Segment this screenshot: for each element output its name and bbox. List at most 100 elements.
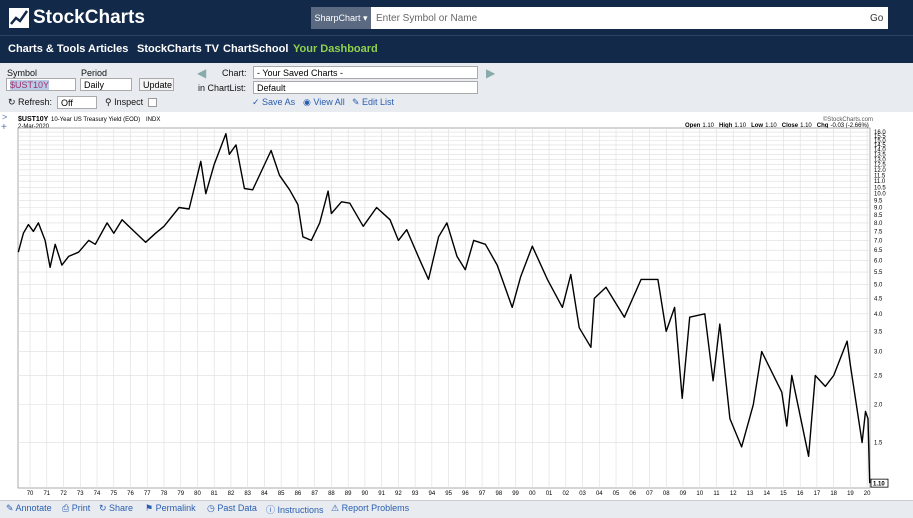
inspect-label: ⚲ Inspect — [105, 97, 144, 107]
footer-link[interactable]: ✎ Annotate — [6, 503, 52, 513]
y-tick-label: 9.5 — [874, 198, 883, 204]
search-placeholder: Enter Symbol or Name — [376, 13, 478, 24]
stat-label: Open — [685, 123, 701, 129]
x-tick-label: 02 — [562, 491, 569, 497]
prev-arrow[interactable]: ◀ — [197, 66, 207, 80]
logo[interactable]: StockCharts — [33, 7, 145, 28]
y-tick-label: 4.0 — [874, 312, 883, 318]
x-tick-label: 01 — [546, 491, 553, 497]
header: StockCharts SharpChart ▾ Enter Symbol or… — [0, 0, 913, 35]
nav-link[interactable]: StockCharts TV — [137, 43, 219, 55]
plot-frame — [17, 127, 871, 489]
x-tick-label: 90 — [362, 491, 369, 497]
add-icon[interactable]: + — [1, 122, 7, 133]
y-tick-label: 9.0 — [874, 205, 883, 211]
x-tick-label: 77 — [144, 491, 151, 497]
search-input[interactable]: Enter Symbol or Name Go — [371, 7, 888, 29]
footer — [0, 500, 913, 518]
inspect-text: Inspect — [114, 97, 144, 107]
stat-value: 1.10 — [765, 123, 777, 129]
update-label: Update — [143, 80, 173, 90]
logo-icon — [9, 8, 29, 28]
footer-link[interactable]: ⚑ Permalink — [145, 503, 196, 513]
x-tick-label: 98 — [495, 491, 502, 497]
y-tick-label: 4.5 — [874, 296, 883, 302]
footer-text: Print — [71, 503, 91, 513]
stat-label: High — [719, 123, 733, 129]
footer-text: Share — [109, 503, 134, 513]
y-tick-label: 16.0 — [874, 130, 886, 136]
x-tick-label: 88 — [328, 491, 335, 497]
x-tick-label: 99 — [512, 491, 519, 497]
x-tick-label: 16 — [797, 491, 804, 497]
x-tick-label: 76 — [127, 491, 134, 497]
edit-list-link[interactable]: ✎ Edit List — [352, 97, 395, 107]
price-line — [17, 133, 871, 484]
chart-label: Chart: — [222, 68, 247, 78]
x-tick-label: 97 — [479, 491, 486, 497]
y-tick-label: 5.5 — [874, 270, 883, 276]
stat-value: 1.10 — [800, 123, 812, 129]
x-tick-label: 75 — [110, 491, 117, 497]
last-value-box — [870, 478, 889, 488]
symbol-input[interactable]: $UST10Y — [6, 78, 76, 91]
x-tick-label: 85 — [278, 491, 285, 497]
x-tick-label: 70 — [27, 491, 34, 497]
x-tick-label: 04 — [596, 491, 603, 497]
y-tick-label: 12.0 — [874, 168, 886, 174]
y-tick-label: 15.0 — [874, 138, 886, 144]
update-button[interactable]: Update — [139, 78, 174, 91]
footer-link[interactable]: ⓘ Instructions — [266, 505, 324, 515]
y-tick-label: 13.5 — [874, 152, 886, 158]
footer-text: Instructions — [277, 505, 324, 515]
period-label: Period — [81, 68, 108, 78]
chart-type-label: SharpChart — [314, 13, 361, 23]
nav-link[interactable]: Articles — [88, 43, 129, 55]
nav-link[interactable]: Your Dashboard — [293, 43, 378, 55]
y-tick-label: 12.5 — [874, 162, 886, 168]
go-button[interactable]: Go — [870, 13, 884, 24]
x-tick-label: 20 — [864, 491, 871, 497]
y-tick-label: 7.0 — [874, 238, 883, 244]
symbol-label: Symbol — [7, 68, 38, 78]
footer-link[interactable]: ⎙ Print — [62, 503, 91, 513]
x-tick-label: 13 — [747, 491, 754, 497]
footer-text: Past Data — [217, 503, 257, 513]
footer-link[interactable]: ↻ Share — [99, 503, 134, 513]
chartlist-label: in ChartList: — [198, 83, 247, 93]
nav-link[interactable]: Charts & Tools — [8, 43, 86, 55]
y-tick-label: 8.0 — [874, 221, 883, 227]
chart-exchange: INDX — [146, 117, 160, 123]
footer-link[interactable]: ◷ Past Data — [207, 503, 257, 513]
chartlist-value: Default — [257, 83, 286, 93]
chart-subtitle: 10-Year US Treasury Yield (EOD) — [51, 117, 140, 123]
view-all-link[interactable]: ◉ View All — [303, 97, 345, 107]
period-select[interactable]: Daily — [80, 78, 132, 91]
stat-value: 1.10 — [734, 123, 746, 129]
symbol-value: $UST10Y — [10, 80, 50, 90]
expand-icon[interactable]: > — [2, 112, 7, 122]
chart-type-button[interactable]: SharpChart ▾ — [311, 7, 371, 29]
y-tick-label: 11.0 — [874, 179, 886, 185]
footer-text: Report Problems — [341, 503, 410, 513]
inspect-checkbox[interactable] — [148, 98, 157, 107]
x-tick-label: 93 — [412, 491, 419, 497]
x-tick-label: 10 — [696, 491, 703, 497]
refresh-select[interactable]: Off — [57, 96, 97, 109]
save-as-link[interactable]: ✓ Save As — [252, 97, 296, 107]
chartlist-select[interactable]: Default — [253, 81, 478, 94]
chart-select[interactable]: - Your Saved Charts - — [253, 66, 478, 79]
nav-bar — [0, 35, 913, 64]
x-tick-label: 84 — [261, 491, 268, 497]
x-tick-label: 96 — [462, 491, 469, 497]
nav-link[interactable]: ChartSchool — [223, 43, 289, 55]
copyright: ©StockCharts.com — [823, 116, 873, 123]
y-tick-label: 10.5 — [874, 185, 886, 191]
x-tick-label: 09 — [680, 491, 687, 497]
view-all-text: View All — [313, 97, 345, 107]
next-arrow[interactable]: ▶ — [486, 66, 496, 80]
stat-value: 1.10 — [702, 123, 714, 129]
footer-link[interactable]: ⚠ Report Problems — [331, 503, 410, 513]
x-tick-label: 11 — [713, 491, 720, 497]
